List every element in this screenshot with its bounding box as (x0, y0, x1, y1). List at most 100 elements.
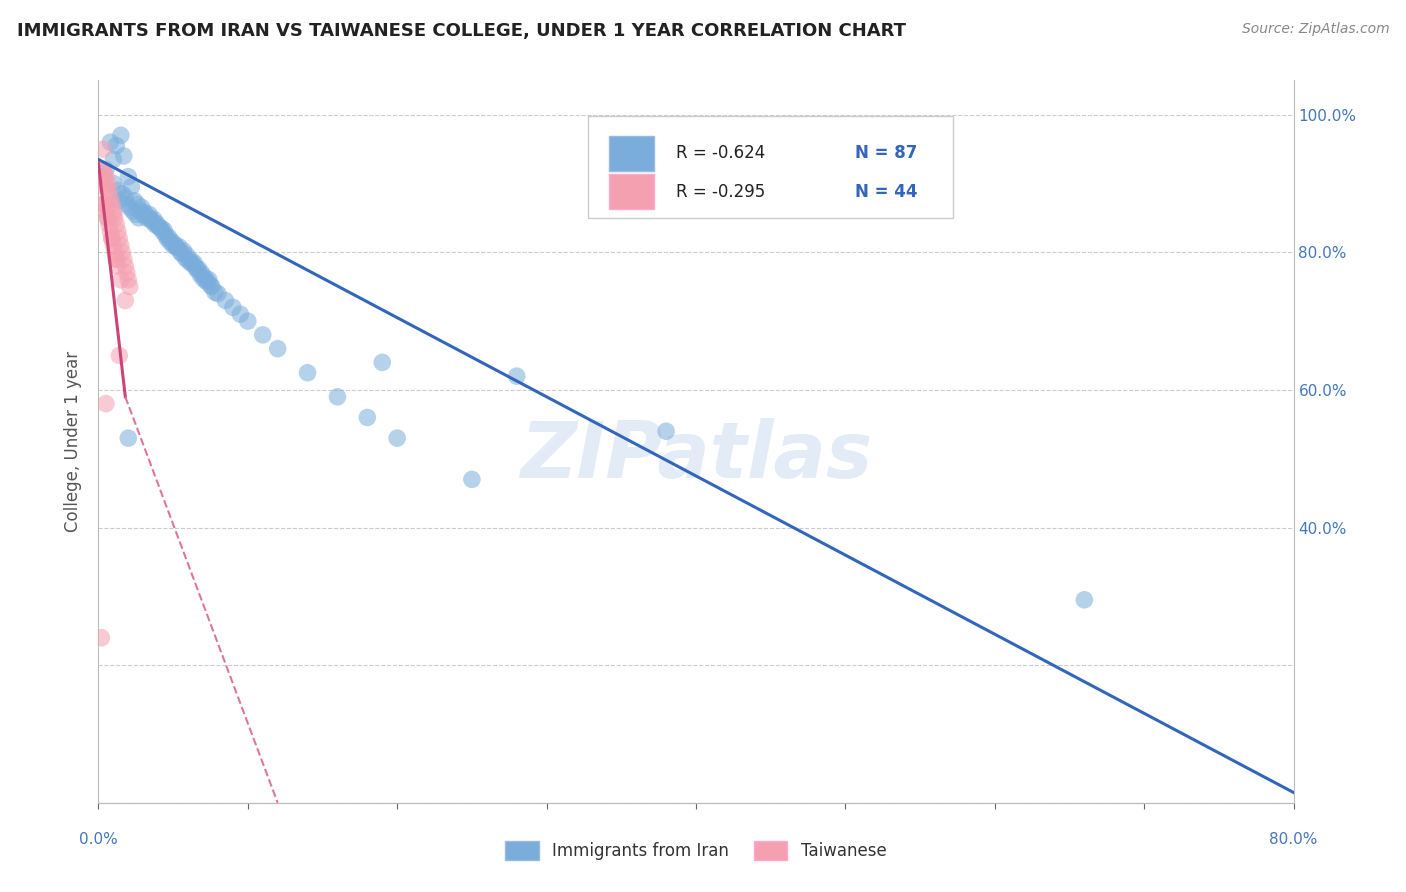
Point (159, 235, 181, 249)
Point (136, 210, 159, 224)
Point (129, 204, 152, 219)
Point (150, 221, 173, 235)
Point (200, 278, 222, 293)
Text: R = -0.295: R = -0.295 (676, 183, 765, 201)
Point (179, 252, 201, 267)
Point (461, 472, 484, 486)
Point (188, 268, 211, 282)
Point (110, 128, 132, 143)
Point (198, 273, 221, 287)
Point (107, 259, 129, 273)
Point (145, 216, 167, 230)
Text: N = 44: N = 44 (855, 183, 917, 201)
Point (141, 214, 163, 228)
Point (187, 261, 209, 276)
FancyBboxPatch shape (589, 117, 953, 218)
Point (114, 259, 136, 273)
Point (135, 211, 157, 225)
Point (111, 245, 134, 260)
Point (103, 153, 125, 167)
Point (1073, 592, 1095, 607)
Text: IMMIGRANTS FROM IRAN VS TAIWANESE COLLEGE, UNDER 1 YEAR CORRELATION CHART: IMMIGRANTS FROM IRAN VS TAIWANESE COLLEG… (17, 22, 905, 40)
Point (371, 355, 394, 369)
Point (101, 197, 124, 211)
Point (103, 204, 125, 219)
Point (96, 177, 118, 191)
Point (94, 162, 117, 177)
Point (117, 273, 139, 287)
Point (98, 190, 122, 204)
Point (96, 211, 118, 225)
Point (121, 204, 143, 219)
Point (110, 273, 132, 287)
Bar (609, 136, 654, 170)
Point (165, 240, 187, 254)
Point (114, 190, 136, 204)
Point (98, 225, 122, 239)
Point (114, 293, 136, 308)
Point (93, 166, 115, 180)
Point (326, 390, 349, 404)
Point (204, 285, 226, 300)
Point (162, 238, 184, 252)
Point (104, 245, 127, 260)
Point (93, 197, 115, 211)
Bar (609, 174, 654, 209)
Point (107, 225, 129, 239)
Point (127, 197, 149, 211)
Point (181, 256, 204, 270)
Point (176, 248, 198, 262)
Point (183, 255, 205, 269)
Point (108, 349, 131, 363)
Point (148, 219, 170, 234)
Point (193, 270, 215, 285)
Point (191, 271, 214, 285)
Point (117, 169, 139, 184)
Point (104, 211, 127, 225)
Point (91, 197, 114, 211)
Point (207, 286, 229, 301)
Point (94, 204, 117, 219)
Point (174, 251, 197, 265)
Point (107, 183, 129, 197)
Point (98, 135, 122, 149)
Point (132, 207, 155, 221)
Point (118, 279, 141, 293)
Point (201, 279, 224, 293)
Point (110, 238, 132, 252)
Point (152, 225, 174, 239)
Point (101, 231, 124, 245)
Point (105, 252, 128, 267)
Point (125, 207, 148, 221)
Point (155, 228, 177, 243)
Point (111, 186, 134, 201)
Y-axis label: College, Under 1 year: College, Under 1 year (65, 351, 83, 533)
Point (172, 246, 194, 260)
Point (101, 231, 124, 245)
Point (105, 252, 128, 267)
Point (195, 274, 218, 288)
Point (655, 424, 678, 438)
Point (103, 177, 125, 191)
Text: Source: ZipAtlas.com: Source: ZipAtlas.com (1241, 22, 1389, 37)
Point (112, 252, 135, 267)
Point (186, 262, 208, 277)
Point (128, 211, 150, 225)
Point (97, 194, 120, 208)
Point (118, 201, 141, 215)
Point (142, 212, 165, 227)
Point (108, 194, 131, 208)
Point (120, 180, 142, 194)
Point (297, 366, 319, 380)
Text: N = 87: N = 87 (855, 145, 917, 162)
Point (167, 240, 190, 254)
Point (229, 307, 252, 321)
Point (139, 212, 162, 227)
Point (385, 431, 409, 445)
Point (90, 169, 112, 184)
Point (190, 266, 212, 280)
Point (117, 431, 139, 445)
Text: R = -0.624: R = -0.624 (676, 145, 765, 162)
Point (105, 138, 128, 153)
Point (124, 194, 146, 208)
